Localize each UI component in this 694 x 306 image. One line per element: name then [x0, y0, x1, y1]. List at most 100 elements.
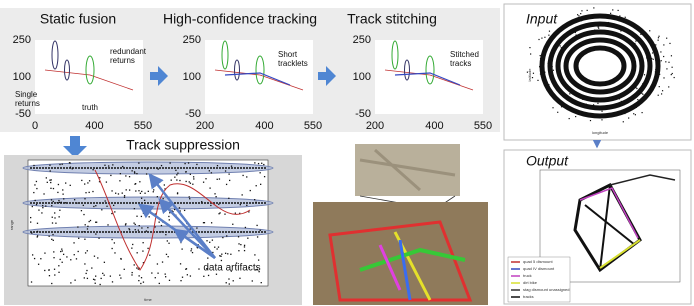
- point: [565, 95, 568, 97]
- dot: [54, 274, 56, 276]
- track: [359, 247, 466, 272]
- ellipse: [51, 40, 59, 70]
- point: [655, 60, 657, 62]
- track: [224, 72, 291, 86]
- dot: [161, 261, 164, 263]
- x-tick-label: 0: [32, 120, 38, 132]
- legend-label: stag dismount unassigned: [523, 287, 569, 292]
- dot: [201, 201, 203, 203]
- dot: [248, 266, 251, 269]
- dot: [208, 170, 210, 172]
- track: [609, 174, 676, 186]
- dot: [209, 187, 211, 189]
- dot: [31, 254, 34, 256]
- dot: [133, 171, 136, 173]
- point: [624, 16, 626, 18]
- point: [577, 36, 579, 38]
- dot: [140, 197, 143, 199]
- dot: [239, 277, 241, 279]
- dot: [61, 261, 63, 263]
- dot: [50, 181, 52, 184]
- point: [620, 30, 622, 32]
- dot: [70, 282, 72, 284]
- dot: [123, 268, 125, 270]
- dot: [259, 172, 261, 174]
- point: [639, 39, 641, 41]
- point: [670, 55, 673, 57]
- dot: [49, 179, 51, 181]
- dot: [136, 252, 138, 254]
- dot: [166, 240, 168, 242]
- dot: [51, 282, 53, 285]
- dot: [103, 274, 105, 276]
- dot: [36, 222, 39, 224]
- dot: [157, 168, 159, 170]
- dot: [81, 179, 83, 182]
- dot: [87, 182, 89, 184]
- dot: [59, 163, 61, 166]
- point: [624, 112, 626, 115]
- dot: [168, 279, 171, 281]
- dot: [203, 222, 206, 224]
- dot: [88, 180, 91, 182]
- dot: [145, 212, 147, 214]
- suppression-marks: [22, 161, 274, 286]
- dot: [175, 169, 177, 171]
- point: [660, 51, 662, 53]
- ring: [555, 29, 645, 103]
- point: [592, 104, 595, 106]
- dot: [168, 242, 170, 244]
- dot: [48, 275, 51, 277]
- point: [650, 67, 652, 69]
- dot: [95, 221, 98, 223]
- point: [614, 26, 616, 28]
- dot: [115, 192, 117, 194]
- dot: [176, 192, 179, 194]
- dot: [143, 199, 146, 201]
- road: [359, 148, 456, 192]
- point: [552, 69, 555, 71]
- point: [657, 94, 659, 96]
- y-tick-label: 250: [13, 34, 31, 46]
- legend-label: quad IV dismount: [523, 266, 555, 271]
- dot: [156, 263, 159, 265]
- dot: [88, 220, 90, 223]
- dot: [214, 193, 216, 195]
- point: [577, 14, 579, 16]
- dot: [82, 204, 84, 207]
- dot: [185, 268, 188, 270]
- point: [532, 72, 535, 74]
- dot: [84, 238, 86, 240]
- point: [581, 114, 583, 116]
- point: [555, 69, 558, 72]
- dot: [240, 243, 242, 246]
- point: [548, 34, 550, 36]
- dot: [141, 227, 143, 229]
- point: [597, 26, 599, 28]
- point: [586, 9, 588, 11]
- dot: [192, 183, 194, 185]
- point: [629, 97, 631, 99]
- dot: [196, 163, 198, 166]
- track: [378, 244, 402, 291]
- dot: [43, 193, 45, 195]
- dot: [185, 180, 187, 183]
- point: [653, 85, 656, 87]
- ellipse: [64, 59, 70, 81]
- dot: [254, 199, 256, 201]
- dot: [165, 234, 167, 236]
- dot: [73, 254, 75, 256]
- dot: [102, 272, 104, 275]
- dot: [226, 235, 228, 237]
- dot: [185, 171, 187, 173]
- dot: [125, 175, 127, 177]
- dot: [35, 203, 38, 206]
- track: [398, 239, 412, 301]
- dot: [145, 230, 148, 232]
- dot: [80, 210, 83, 212]
- point: [642, 93, 644, 95]
- point: [551, 65, 553, 68]
- point: [640, 40, 642, 43]
- track: [584, 184, 636, 271]
